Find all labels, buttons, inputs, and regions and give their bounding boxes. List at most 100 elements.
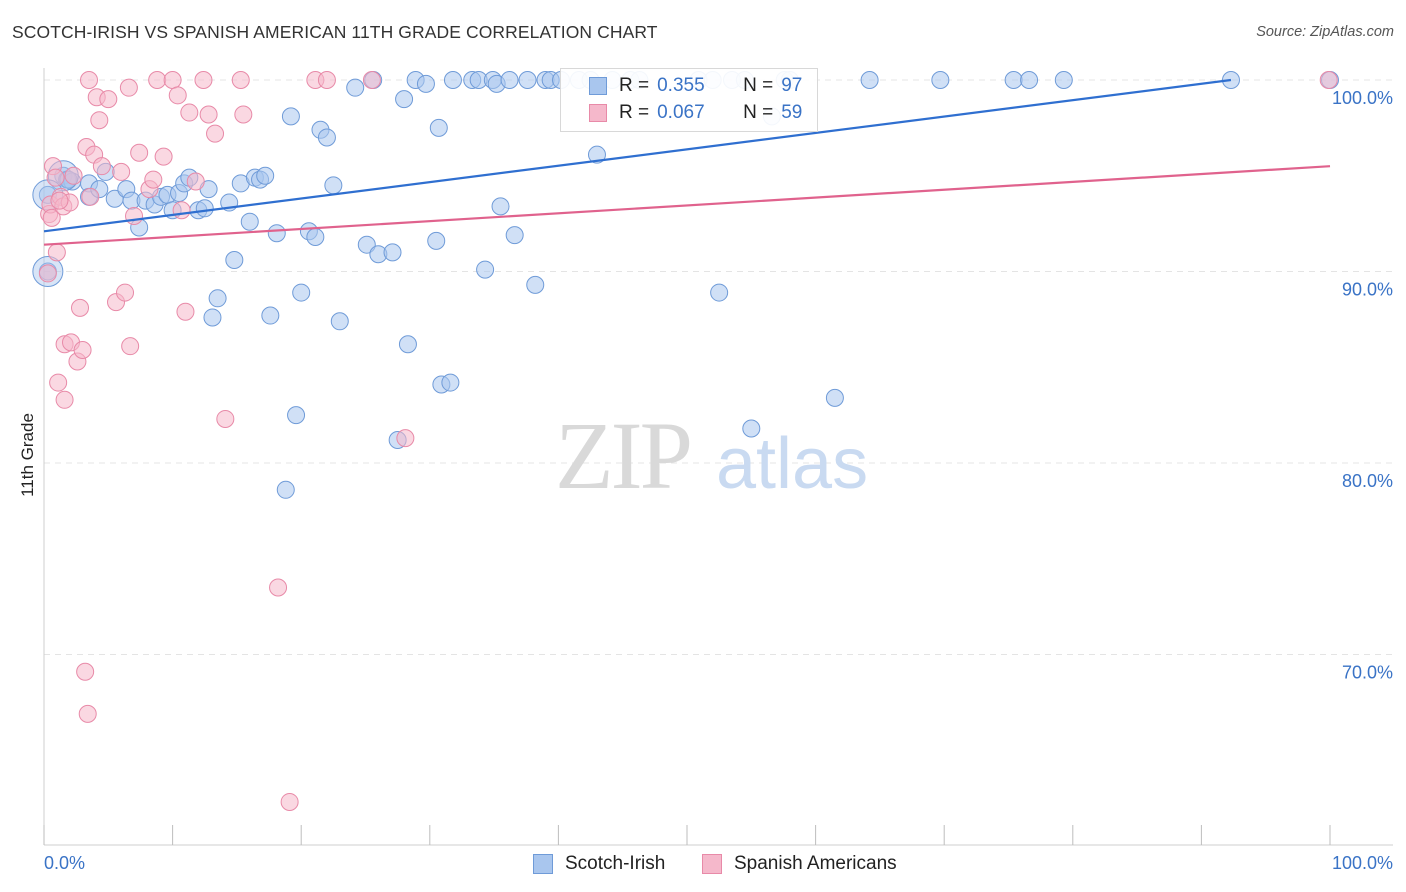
point-blue-49 bbox=[383, 243, 402, 262]
point-blue-84 bbox=[742, 419, 761, 438]
legend-r-value: 0.355 bbox=[657, 75, 705, 96]
point-pink-50 bbox=[269, 578, 288, 597]
watermark-zip: ZIP bbox=[555, 402, 690, 509]
point-pink-58 bbox=[81, 187, 100, 206]
y-tick-label-0: 100.0% bbox=[1332, 88, 1393, 108]
point-blue-51 bbox=[395, 90, 414, 109]
axes bbox=[43, 68, 1393, 846]
source-label: Source: ZipAtlas.com bbox=[1256, 24, 1394, 40]
point-blue-81 bbox=[710, 283, 729, 302]
point-pink-36 bbox=[148, 71, 167, 89]
y-tick-label-1: 90.0% bbox=[1342, 280, 1393, 300]
point-pink-29 bbox=[116, 283, 135, 302]
point-pink-18 bbox=[76, 662, 95, 681]
point-pink-32 bbox=[125, 206, 144, 225]
point-blue-37 bbox=[287, 406, 306, 425]
correlation-legend: R = 0.355 N = 97 R = 0.067 N = 59 bbox=[560, 68, 818, 132]
legend-n-value: 59 bbox=[781, 102, 803, 123]
bottom-legend-swatch-pink bbox=[702, 854, 722, 874]
bottom-legend-label: Scotch-Irish bbox=[565, 853, 666, 874]
point-pink-57 bbox=[50, 191, 69, 210]
y-tick-label-2: 80.0% bbox=[1342, 471, 1393, 491]
point-pink-3 bbox=[42, 208, 61, 227]
point-pink-7 bbox=[49, 373, 68, 392]
trend-lines bbox=[43, 78, 1331, 246]
point-blue-66 bbox=[500, 71, 519, 89]
legend-row-spanish-americans: R = 0.067 N = 59 bbox=[619, 100, 802, 126]
point-blue-91 bbox=[1004, 71, 1023, 89]
point-blue-44 bbox=[330, 312, 349, 331]
point-pink-11 bbox=[55, 390, 74, 409]
point-blue-40 bbox=[306, 228, 325, 247]
point-pink-35 bbox=[144, 170, 163, 189]
point-pink-26 bbox=[99, 90, 118, 109]
point-pink-21 bbox=[80, 71, 99, 89]
point-blue-43 bbox=[324, 176, 343, 195]
legend-swatch-spanish-americans bbox=[589, 104, 607, 122]
legend-n-label: N = bbox=[743, 75, 774, 96]
legend-row-scotch-irish: R = 0.355 N = 97 bbox=[619, 73, 802, 99]
point-pink-54 bbox=[362, 71, 381, 89]
point-blue-35 bbox=[276, 480, 295, 499]
point-pink-43 bbox=[186, 172, 205, 191]
point-pink-14 bbox=[64, 166, 83, 185]
point-pink-37 bbox=[154, 147, 173, 166]
x-tick-label-0: 0.0% bbox=[44, 853, 85, 873]
point-blue-62 bbox=[476, 260, 495, 279]
point-pink-24 bbox=[90, 111, 109, 130]
point-pink-51 bbox=[280, 792, 299, 811]
point-pink-28 bbox=[112, 162, 131, 181]
point-pink-25 bbox=[92, 157, 111, 176]
bottom-legend-spanish-americans: Spanish Americans bbox=[702, 852, 897, 876]
point-pink-6 bbox=[47, 243, 66, 262]
point-pink-46 bbox=[206, 124, 225, 143]
point-pink-5 bbox=[46, 168, 65, 187]
point-blue-45 bbox=[346, 78, 365, 97]
point-pink-45 bbox=[199, 105, 218, 124]
point-blue-46 bbox=[357, 235, 376, 254]
x-tick-label-1: 100.0% bbox=[1332, 853, 1393, 873]
point-pink-41 bbox=[176, 302, 195, 321]
point-blue-29 bbox=[240, 212, 259, 231]
point-blue-58 bbox=[441, 373, 460, 392]
y-tick-label-3: 70.0% bbox=[1342, 663, 1393, 683]
point-blue-68 bbox=[518, 71, 537, 89]
legend-r-label: R = bbox=[619, 102, 650, 123]
point-pink-42 bbox=[180, 103, 199, 122]
point-blue-92 bbox=[1020, 71, 1039, 89]
legend-n-value: 97 bbox=[781, 75, 803, 96]
point-blue-93 bbox=[1054, 71, 1073, 89]
point-pink-39 bbox=[168, 86, 187, 105]
point-blue-90 bbox=[931, 71, 950, 89]
point-pink-31 bbox=[121, 337, 140, 356]
chart-title: SCOTCH-IRISH VS SPANISH AMERICAN 11TH GR… bbox=[12, 22, 658, 42]
point-pink-44 bbox=[194, 71, 213, 89]
point-pink-30 bbox=[119, 78, 138, 97]
point-pink-47 bbox=[216, 409, 235, 428]
watermark-atlas: atlas bbox=[716, 424, 868, 504]
point-pink-17 bbox=[73, 341, 92, 360]
point-pink-20 bbox=[78, 704, 97, 723]
legend-swatch-scotch-irish bbox=[589, 77, 607, 95]
legend-n-label: N = bbox=[743, 102, 774, 123]
point-blue-54 bbox=[416, 74, 435, 93]
point-blue-88 bbox=[825, 388, 844, 407]
legend-r-value: 0.067 bbox=[657, 102, 705, 123]
point-pink-33 bbox=[130, 143, 149, 162]
point-blue-67 bbox=[505, 226, 524, 245]
point-pink-16 bbox=[71, 298, 90, 317]
legend-r-label: R = bbox=[619, 75, 650, 96]
point-pink-0 bbox=[38, 264, 57, 283]
point-blue-56 bbox=[429, 118, 448, 137]
point-blue-22 bbox=[195, 199, 214, 218]
point-blue-25 bbox=[208, 289, 227, 308]
trend-line-blue bbox=[43, 78, 1232, 233]
point-blue-42 bbox=[317, 128, 336, 147]
point-blue-59 bbox=[443, 71, 462, 89]
point-blue-24 bbox=[203, 308, 222, 327]
point-blue-75 bbox=[587, 145, 606, 164]
point-blue-52 bbox=[398, 335, 417, 354]
grid-lines bbox=[44, 79, 1393, 655]
bottom-legend-swatch-blue bbox=[533, 854, 553, 874]
